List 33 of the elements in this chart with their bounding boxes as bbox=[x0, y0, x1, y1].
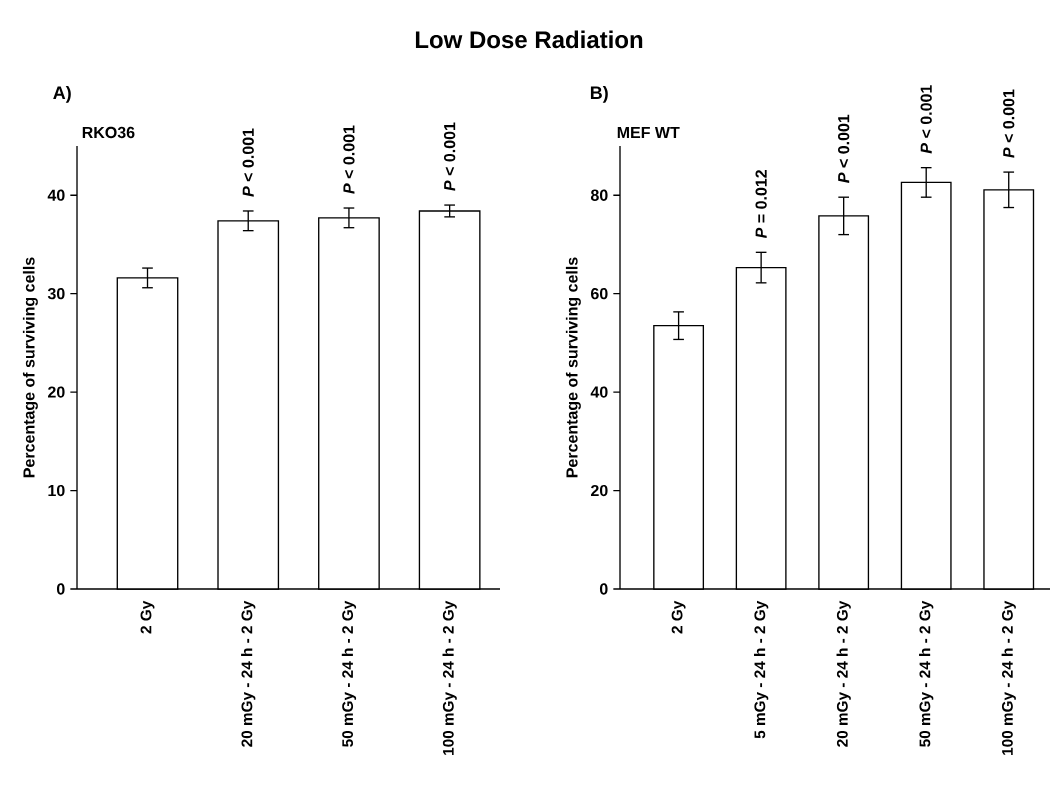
y-tick-label: 20 bbox=[48, 386, 65, 398]
x-tick-label: 2 Gy bbox=[140, 600, 155, 634]
chart-title: A) bbox=[53, 85, 71, 103]
chart-subtitle: RKO36 bbox=[82, 126, 135, 139]
chart-title: B) bbox=[590, 85, 608, 103]
annotation: P < 0.001 bbox=[242, 128, 254, 197]
x-tick-label: 20 mGy - 24 h - 2 Gy bbox=[836, 600, 851, 747]
x-tick-label: 50 mGy - 24 h - 2 Gy bbox=[919, 600, 934, 747]
x-tick-label: 20 mGy - 24 h - 2 Gy bbox=[241, 600, 256, 747]
x-tick-label: 100 mGy - 24 h - 2 Gy bbox=[1001, 600, 1016, 755]
annotation: P < 0.001 bbox=[838, 114, 850, 183]
x-tick-label: 2 Gy bbox=[671, 600, 686, 634]
y-tick-label: 60 bbox=[591, 288, 608, 300]
annotation: P < 0.001 bbox=[1003, 89, 1015, 158]
y-tick-label: 0 bbox=[599, 583, 608, 595]
annotation: P < 0.001 bbox=[920, 85, 932, 154]
y-tick-label: 40 bbox=[590, 386, 608, 398]
y-tick-label: 10 bbox=[48, 484, 65, 497]
text: Low Dose Radiation bbox=[415, 30, 643, 49]
annotation: P < 0.001 bbox=[343, 125, 355, 194]
chart-subtitle: MEF WT bbox=[617, 126, 680, 138]
y-axis-title: Percentage of surviving cells bbox=[565, 257, 581, 478]
y-axis-title: Percentage of surviving cells bbox=[22, 257, 38, 478]
y-tick-label: 0 bbox=[56, 583, 65, 595]
x-tick-label: 5 mGy - 24 h - 2 Gy bbox=[753, 600, 769, 739]
x-tick-label: 50 mGy - 24 h - 2 Gy bbox=[341, 600, 357, 747]
annotation: P = 0.012 bbox=[755, 170, 767, 239]
y-tick-label: 80 bbox=[590, 189, 608, 201]
y-tick-label: 40 bbox=[47, 189, 65, 201]
y-tick-label: 30 bbox=[47, 287, 65, 300]
x-tick-label: 100 mGy - 24 h - 2 Gy bbox=[442, 600, 457, 755]
y-tick-label: 20 bbox=[590, 484, 608, 497]
annotation: P < 0.001 bbox=[443, 122, 456, 191]
